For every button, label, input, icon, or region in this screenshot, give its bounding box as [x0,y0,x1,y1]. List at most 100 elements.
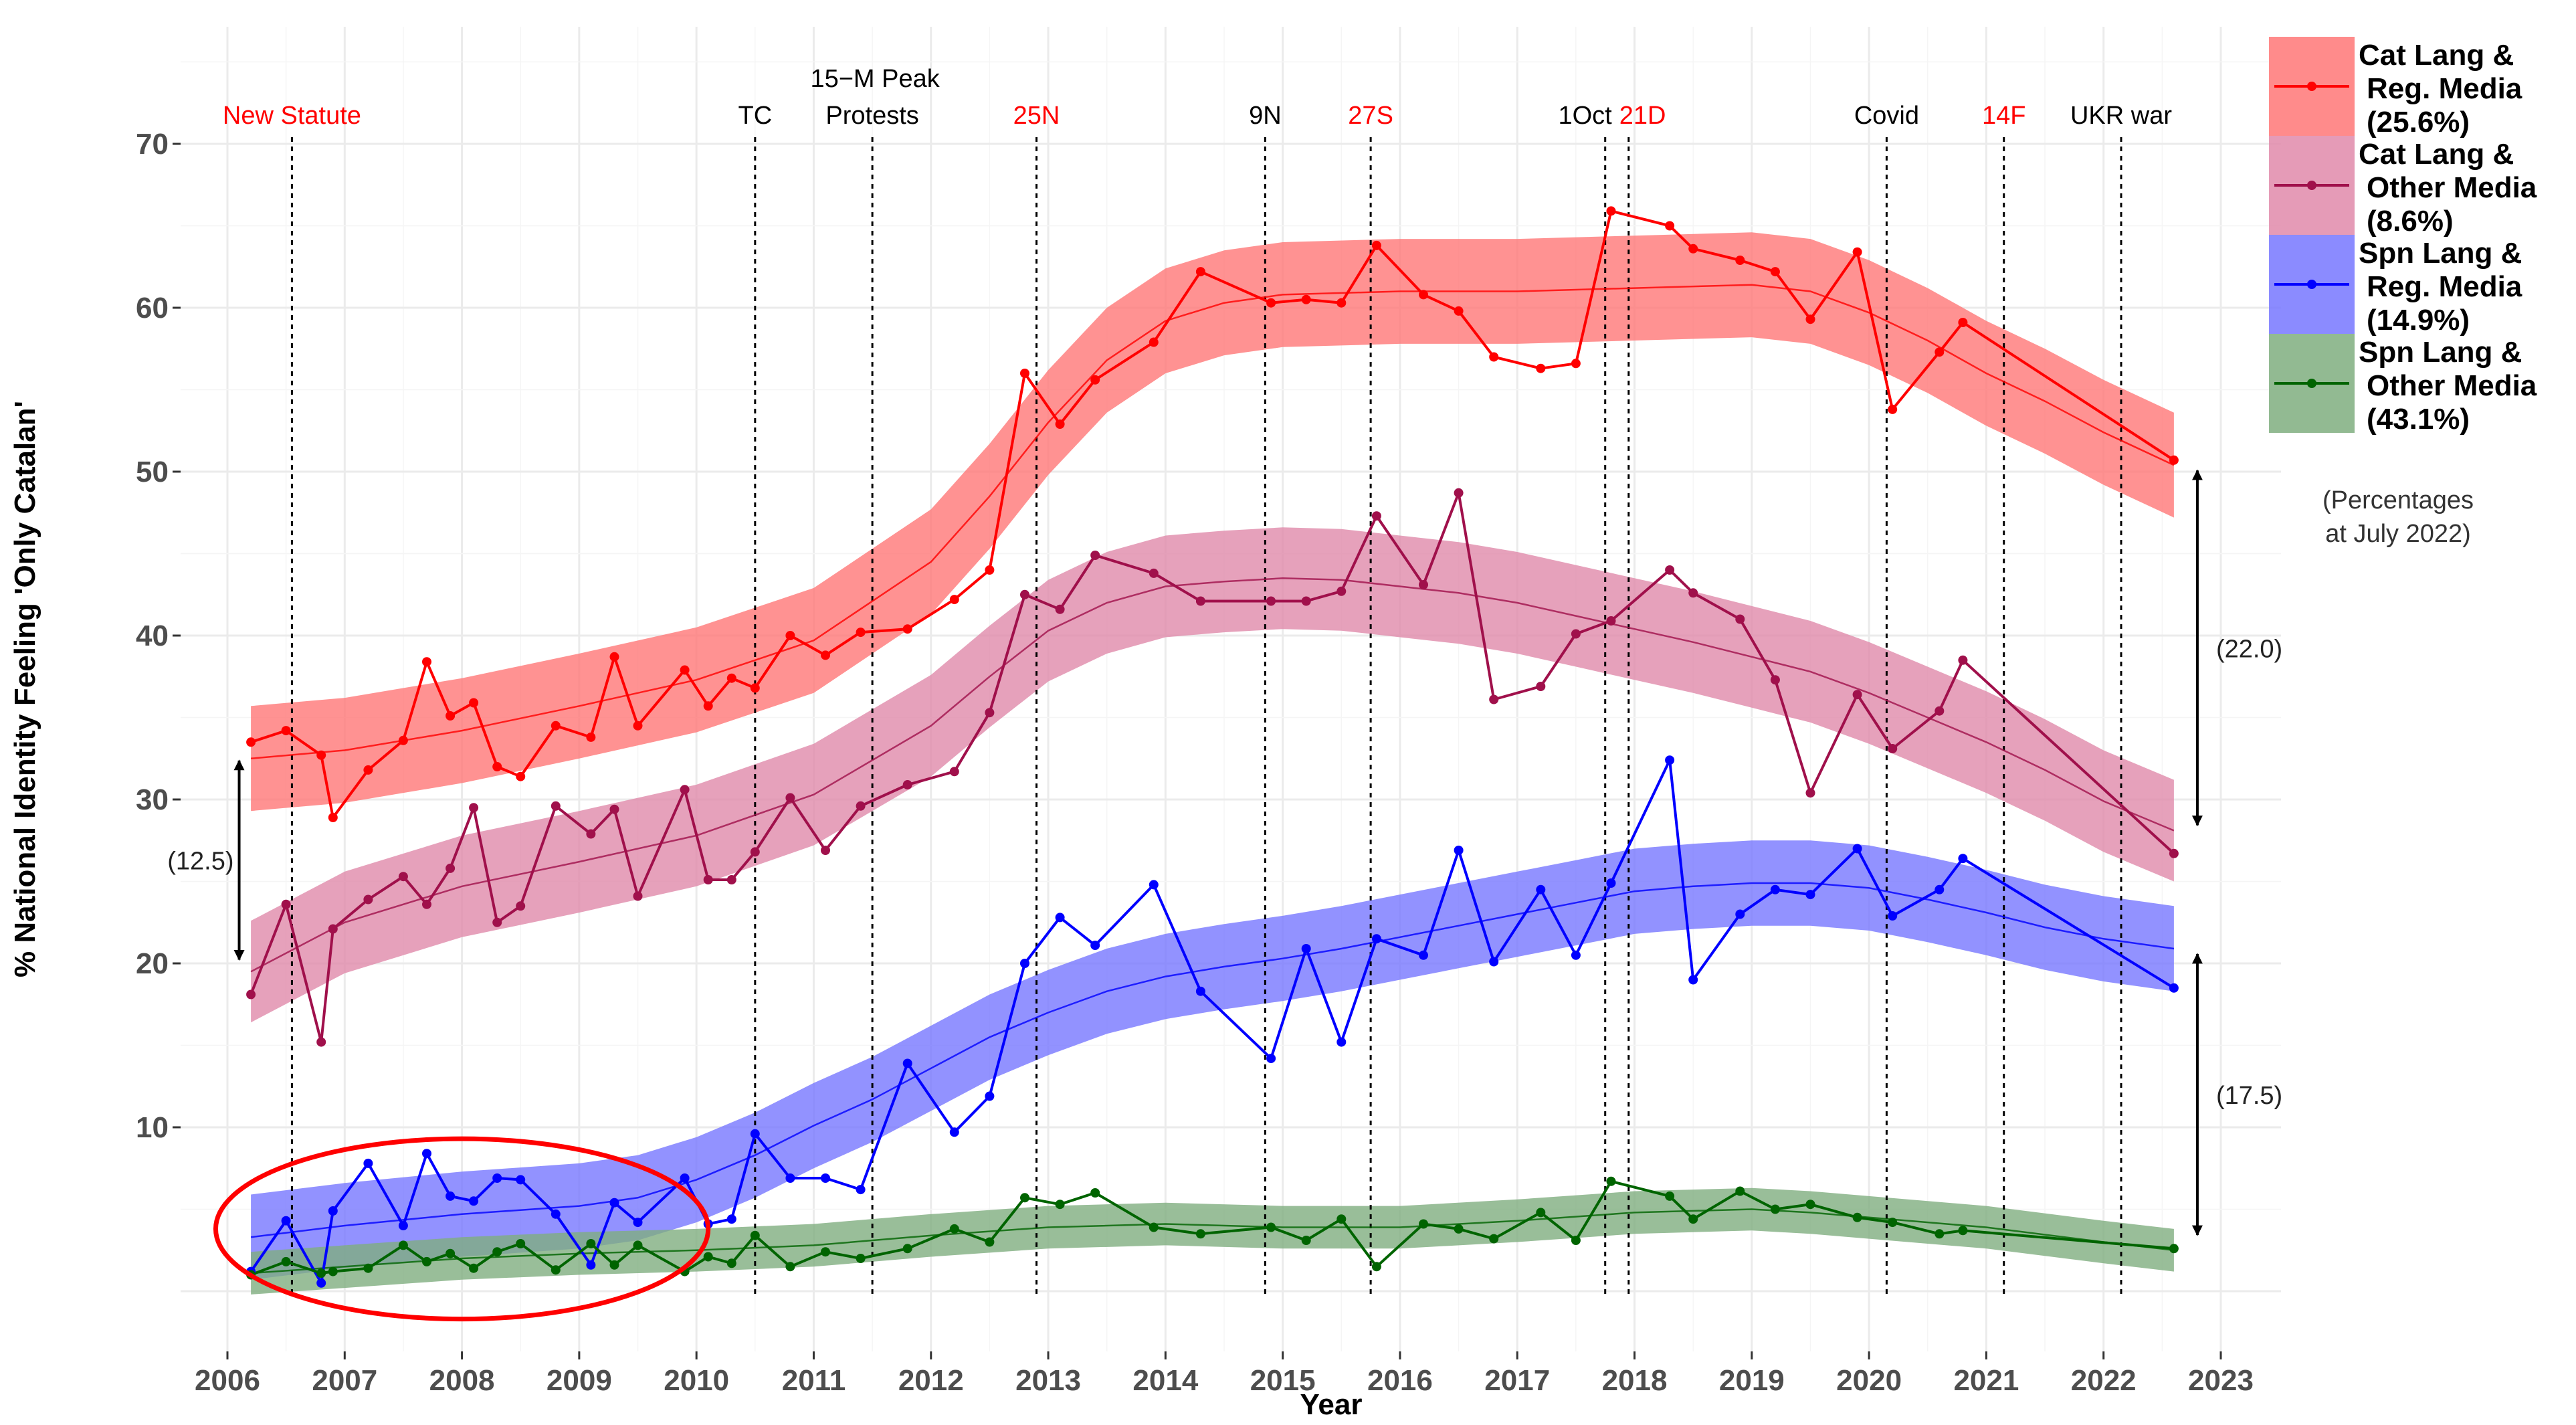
data-point [1935,706,1945,716]
data-point [1195,596,1205,606]
data-point [1688,975,1698,985]
data-point [1888,911,1898,921]
event-label: New Statute [223,102,361,130]
data-point [1805,1200,1815,1210]
data-point [1419,1219,1428,1229]
data-point [281,726,291,736]
data-point [2169,455,2179,465]
data-point [469,1196,479,1206]
data-point [1301,596,1311,606]
data-point [1735,256,1745,265]
data-point [1958,854,1968,864]
data-point [1090,551,1100,560]
data-point [398,872,408,882]
data-point [328,924,338,934]
x-tick-label: 2009 [547,1364,612,1397]
series-lines [250,209,2175,1285]
data-point [586,1260,596,1270]
data-point [785,631,795,640]
data-point [422,899,431,909]
data-point [1571,1236,1581,1245]
x-tick-label: 2008 [429,1364,495,1397]
data-point [1536,682,1546,691]
data-point [1090,1188,1100,1198]
data-point [785,1173,795,1183]
legend-key-point [2307,82,2316,91]
trend-line-3 [250,882,2175,1238]
data-point [985,565,995,575]
series-line-1 [250,209,2175,819]
y-tick-label: 20 [136,947,169,980]
x-tick-label: 2014 [1132,1364,1198,1397]
data-point [1770,675,1780,685]
y-tick-label: 60 [136,292,169,324]
data-point [492,1173,502,1183]
data-point [1935,1229,1945,1239]
trend-line-1 [250,284,2175,760]
data-point [281,1216,291,1226]
data-point [1958,318,1968,327]
data-point [1935,884,1945,894]
data-point [2169,1244,2179,1254]
data-point [1888,744,1898,753]
data-point [985,1091,995,1101]
data-point [726,673,736,683]
data-point [856,628,866,638]
data-point [985,1237,995,1247]
data-point [281,1256,291,1266]
data-point [1735,614,1745,624]
data-point [1020,589,1029,599]
x-tick-label: 2019 [1719,1364,1785,1397]
data-point [1805,788,1815,798]
data-point [633,1218,643,1228]
data-point [363,1158,373,1168]
data-point [422,1256,431,1266]
data-point [1301,1236,1311,1245]
y-tick-label: 70 [136,128,169,161]
data-point [1336,586,1347,596]
data-point [1688,588,1698,598]
x-tick-label: 2006 [195,1364,260,1397]
legend-label: Cat Lang & [2359,39,2514,72]
data-point [1805,890,1815,900]
data-point [1665,755,1675,765]
event-label: UKR war [2070,102,2172,130]
y-tick-label: 30 [136,783,169,816]
data-point [469,1263,479,1273]
data-point [398,1240,408,1250]
data-point [1195,1229,1205,1239]
data-point [1055,604,1065,614]
x-axis-title: Year [1300,1388,1363,1421]
data-point [633,891,643,901]
data-point [1606,206,1616,216]
data-point [363,765,373,775]
data-point [750,683,760,693]
data-point [316,1268,326,1278]
data-point [469,698,479,708]
data-point [1536,1208,1546,1218]
data-point [516,771,526,781]
data-point [1454,306,1464,316]
data-point [1735,1186,1745,1196]
data-point [1020,959,1029,968]
y-tick-label: 10 [136,1111,169,1144]
data-point [1336,1214,1347,1224]
data-point [1958,1226,1968,1236]
data-point [1336,1037,1347,1047]
data-point [1419,290,1428,300]
data-point [1571,950,1581,960]
data-point [1606,878,1616,888]
data-point [445,863,456,873]
data-point [949,595,959,605]
data-point [1371,934,1381,944]
x-tick-label: 2010 [664,1364,729,1397]
data-point [1606,616,1616,626]
data-point [1149,1222,1159,1232]
data-point [1301,944,1311,953]
data-point [316,750,326,760]
event-label: 27S [1348,102,1393,130]
x-tick-label: 2017 [1484,1364,1550,1397]
percentages-note: (Percentages [2322,486,2474,514]
data-point [1454,846,1464,855]
data-point [586,1239,596,1248]
